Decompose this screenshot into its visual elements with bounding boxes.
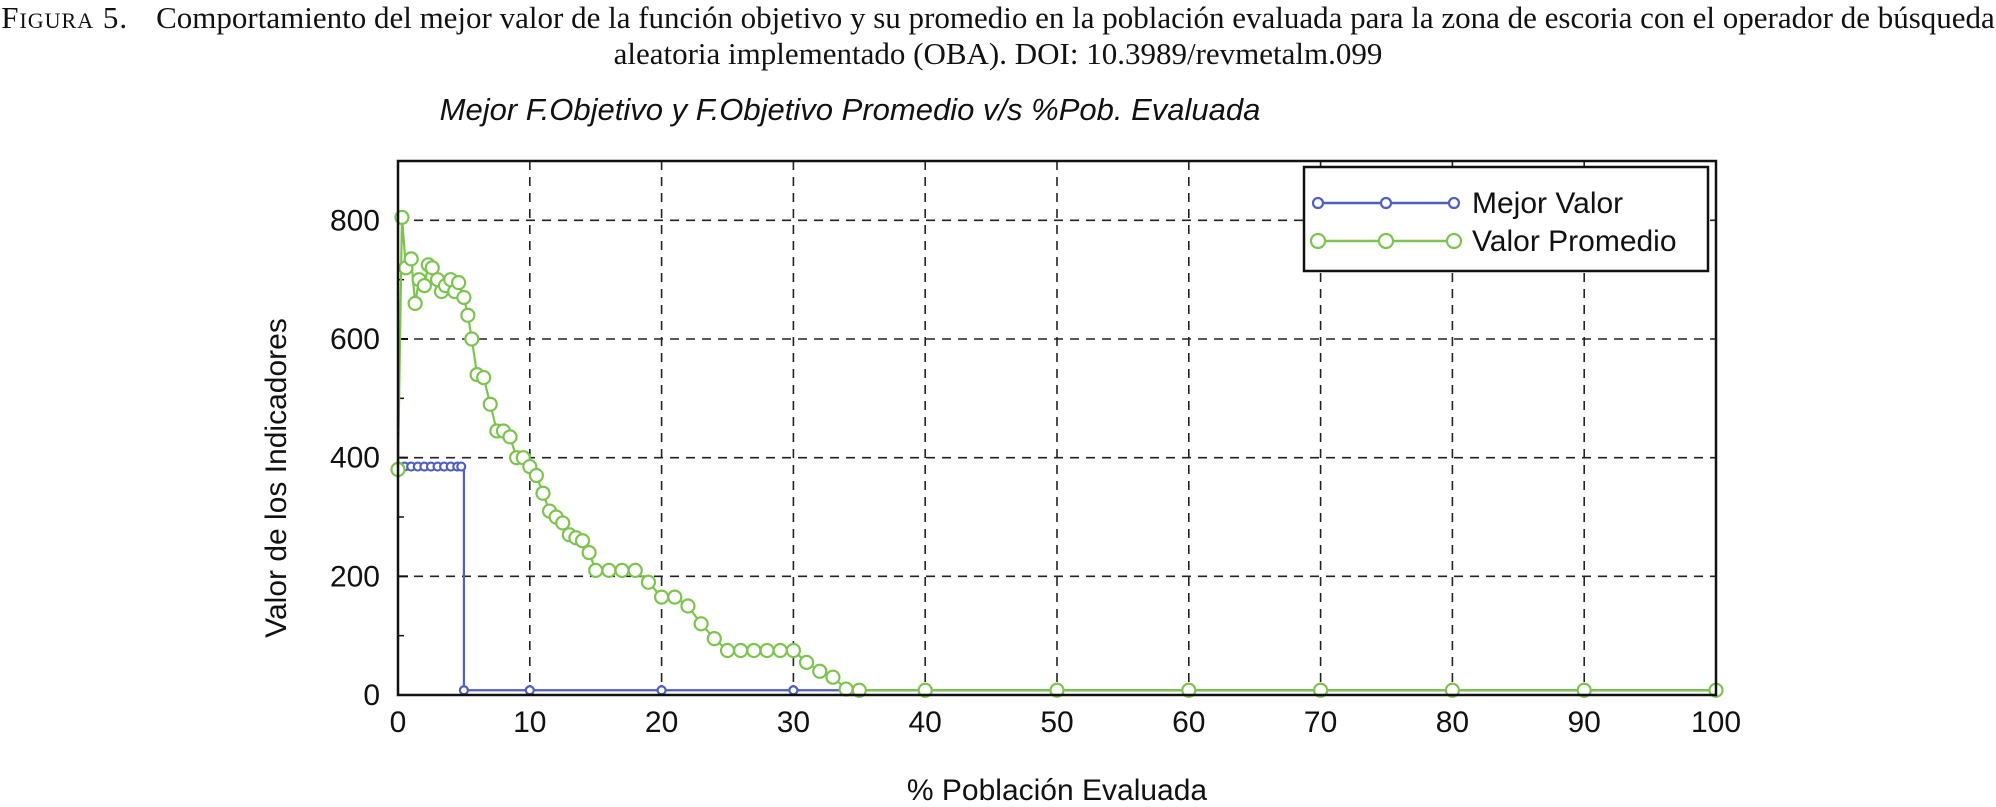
data-point-mejor-valor [458,685,469,696]
data-point-valor-promedio [1181,682,1197,698]
data-point-valor-promedio [451,275,467,291]
data-point-valor-promedio [1576,682,1592,698]
x-tick-label: 20 [645,706,678,739]
x-tick-label: 10 [513,706,546,739]
data-point-valor-promedio [1312,682,1329,698]
y-tick-label: 200 [330,560,380,593]
data-point-valor-promedio [719,642,736,659]
legend-marker [1309,232,1327,250]
data-point-valor-promedio [706,631,722,647]
data-point-valor-promedio [601,562,617,579]
data-point-valor-promedio [614,562,630,579]
plot-frame [396,159,1718,697]
data-point-valor-promedio [460,307,476,323]
data-point-valor-promedio [502,429,518,445]
data-point-valor-promedio [627,562,643,579]
data-point-valor-promedio [574,533,591,549]
data-point-valor-promedio [416,278,432,294]
chart-title: Mejor F.Objetivo y F.Objetivo Promedio v… [439,92,1261,127]
legend-marker [1377,232,1395,250]
data-point-valor-promedio [653,589,670,605]
y-tick-label: 0 [363,679,380,712]
legend-label: Valor Promedio [1472,225,1677,258]
data-point-valor-promedio [588,562,604,579]
data-point-valor-promedio [407,295,423,311]
data-point-mejor-valor [788,685,799,696]
data-point-valor-promedio [785,642,802,659]
y-tick-label: 400 [330,442,380,475]
x-tick-label: 90 [1568,706,1601,739]
data-point-valor-promedio [838,681,854,697]
y-axis-label: Valor de los Indicadores [260,318,293,638]
data-point-valor-promedio [667,589,683,605]
x-tick-label: 0 [390,706,407,739]
data-point-valor-promedio [825,669,841,685]
legend-label: Mejor Valor [1472,187,1623,220]
data-point-valor-promedio [680,598,696,614]
data-point-valor-promedio [464,331,480,347]
data-point-valor-promedio [535,485,551,501]
legend-box [1302,165,1710,273]
data-point-valor-promedio [746,642,762,659]
data-point-valor-promedio [759,642,775,659]
legend-marker [1447,196,1461,210]
figure-caption-label: Figura 5. [1,0,129,35]
data-point-valor-promedio [693,616,709,632]
legend-marker [1311,196,1325,210]
data-point-valor-promedio [772,642,788,659]
data-point-valor-promedio [798,654,815,670]
data-point-valor-promedio [482,396,498,412]
data-point-mejor-valor [456,461,467,472]
y-tick-label: 600 [330,323,380,356]
legend-marker [1445,232,1463,250]
data-point-valor-promedio [581,544,597,561]
x-tick-label: 60 [1172,706,1205,739]
figure-caption: Figura 5. Comportamiento del mejor valor … [0,0,1996,72]
data-point-valor-promedio [1444,682,1461,698]
data-point-valor-promedio [456,289,472,306]
data-point-valor-promedio [733,642,749,659]
data-point-valor-promedio [812,663,828,679]
data-point-valor-promedio [403,251,419,267]
x-tick-label: 40 [909,706,942,739]
x-axis-label: % Población Evaluada [907,774,1208,807]
data-point-valor-promedio [1049,682,1065,698]
x-tick-label: 100 [1691,706,1741,739]
data-point-mejor-valor [524,685,535,696]
legend-marker [1379,196,1393,210]
x-tick-label: 30 [777,706,810,739]
data-point-valor-promedio [528,467,544,484]
data-point-valor-promedio [917,682,933,698]
data-point-valor-promedio [476,369,492,386]
data-point-valor-promedio [640,574,657,590]
data-point-valor-promedio [555,515,571,531]
data-point-mejor-valor [656,685,667,696]
y-tick-label: 800 [330,204,380,237]
x-tick-label: 70 [1304,706,1337,739]
data-point-valor-promedio [851,682,867,698]
figure-caption-text: Comportamiento del mejor valor de la fun… [156,0,1995,71]
x-tick-label: 50 [1040,706,1073,739]
x-tick-label: 80 [1436,706,1469,739]
